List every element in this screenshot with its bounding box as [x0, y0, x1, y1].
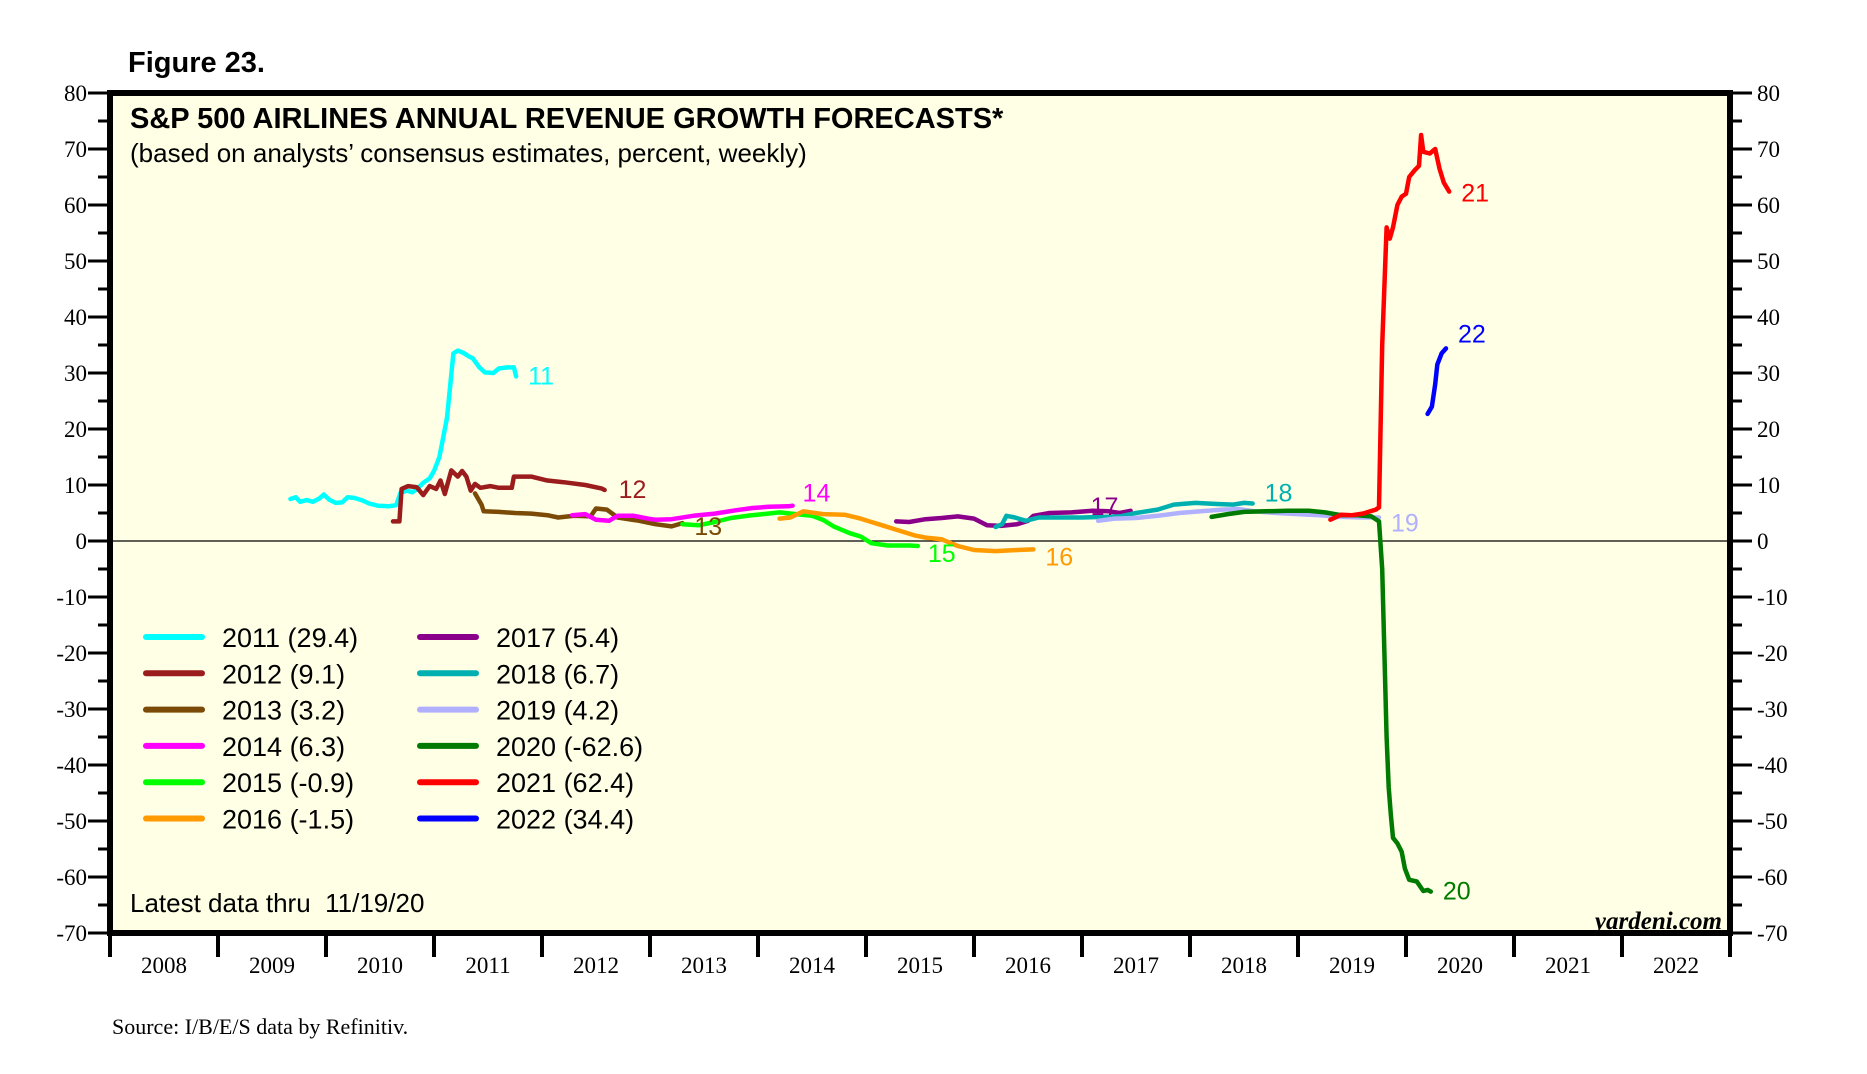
x-tick-label: 2012	[573, 953, 619, 978]
x-tick-label: 2019	[1329, 953, 1375, 978]
y-axis-right: 80 70 60 50 40 30 20 10 0 -10 -20 -30 -40 -50 -60 -70	[1730, 81, 1788, 946]
x-tick-label: 2018	[1221, 953, 1267, 978]
y-tick-label-left: 10	[64, 473, 87, 498]
x-axis: 2008 2009 2010 2011 2012 2013 2014 2015 2016 2017…	[108, 933, 1732, 978]
series-layer	[288, 132, 1452, 894]
y-tick-label-left: -60	[56, 865, 87, 890]
y-tick-label-right: 30	[1757, 361, 1780, 386]
y-tick-label-left: -10	[56, 585, 87, 610]
series-line-2021	[1328, 132, 1452, 522]
y-tick-label-right: 50	[1757, 249, 1780, 274]
series-line-2020	[1209, 508, 1434, 894]
y-tick-label-right: 60	[1757, 193, 1780, 218]
legend-label-2022: 2022 (34.4)	[496, 805, 634, 835]
chart-title: S&P 500 AIRLINES ANNUAL REVENUE GROWTH F…	[130, 103, 1004, 135]
series-line-2022	[1425, 346, 1449, 417]
y-tick-label-right: -10	[1757, 585, 1788, 610]
series-end-label-2012: 12	[619, 476, 647, 504]
y-tick-label-left: 50	[64, 249, 87, 274]
y-axis-left: 80 70 60 50 40 30 20 10 0 -10 -20 -30 -40 -50 -60 -70	[56, 81, 110, 946]
legend-label-2013: 2013 (3.2)	[222, 696, 345, 726]
series-end-label-2019: 19	[1391, 509, 1419, 537]
chart-subtitle: (based on analysts’ consensus estimates,…	[130, 138, 807, 168]
x-tick-label: 2011	[465, 953, 510, 978]
y-tick-label-right: -30	[1757, 697, 1788, 722]
x-tick-label: 2017	[1113, 953, 1159, 978]
figure-label: Figure 23.	[128, 47, 265, 79]
y-tick-label-left: -70	[56, 921, 87, 946]
y-tick-label-left: 20	[64, 417, 87, 442]
x-tick-label: 2016	[1005, 953, 1051, 978]
series-line-2014	[569, 503, 795, 524]
legend-label-2019: 2019 (4.2)	[496, 696, 619, 726]
y-tick-label-left: -30	[56, 697, 87, 722]
legend-label-2016: 2016 (-1.5)	[222, 805, 354, 835]
y-tick-label-left: 30	[64, 361, 87, 386]
series-line-2017	[893, 508, 1133, 529]
y-tick-label-right: 20	[1757, 417, 1780, 442]
y-tick-label-right: -40	[1757, 753, 1788, 778]
legend-label-2017: 2017 (5.4)	[496, 623, 619, 653]
y-tick-label-left: 70	[64, 137, 87, 162]
series-end-labels: 11 12 13 14 15 16 17 18 19 20 21 22	[528, 180, 1489, 906]
plot-frame	[107, 90, 1733, 936]
y-tick-label-left: 0	[76, 529, 88, 554]
x-tick-label: 2021	[1545, 953, 1591, 978]
legend-label-2018: 2018 (6.7)	[496, 659, 619, 689]
legend-label-2011: 2011 (29.4)	[222, 623, 358, 653]
legend-label-2012: 2012 (9.1)	[222, 659, 345, 689]
x-tick-label: 2014	[789, 953, 836, 978]
y-tick-label-right: -50	[1757, 809, 1788, 834]
series-end-label-2021: 21	[1461, 180, 1489, 208]
series-line-2018	[993, 500, 1255, 530]
series-end-label-2020: 20	[1443, 878, 1471, 906]
y-tick-label-left: 40	[64, 305, 87, 330]
y-tick-label-right: 10	[1757, 473, 1780, 498]
y-tick-label-left: -50	[56, 809, 87, 834]
y-tick-label-left: 80	[64, 81, 87, 106]
legend-label-2020: 2020 (-62.6)	[496, 732, 643, 762]
series-end-label-2011: 11	[528, 362, 554, 390]
x-tick-label: 2013	[681, 953, 727, 978]
source-note: Source: I/B/E/S data by Refinitiv.	[112, 1014, 408, 1039]
legend-label-2014: 2014 (6.3)	[222, 732, 345, 762]
series-line-2016	[777, 509, 1036, 554]
y-tick-label-left: -40	[56, 753, 87, 778]
series-end-label-2017: 17	[1091, 493, 1119, 521]
legend-label-2021: 2021 (62.4)	[496, 768, 634, 798]
legend-label-2015: 2015 (-0.9)	[222, 768, 354, 798]
brand-watermark: yardeni.com	[1592, 908, 1722, 935]
y-tick-label-left: 60	[64, 193, 87, 218]
series-line-2011	[288, 348, 519, 509]
series-line-2012	[390, 468, 607, 524]
series-end-label-2015: 15	[928, 540, 956, 568]
x-tick-label: 2010	[357, 953, 403, 978]
series-end-label-2022: 22	[1458, 320, 1486, 348]
x-tick-label: 2015	[897, 953, 943, 978]
series-end-label-2013: 13	[694, 513, 722, 541]
latest-data-note: Latest data thru 11/19/20	[130, 888, 424, 918]
legend: 2011 (29.4) 2012 (9.1) 2013 (3.2) 2014 (6.3…	[143, 623, 643, 835]
x-tick-label: 2008	[141, 953, 187, 978]
y-tick-label-right: -70	[1757, 921, 1788, 946]
series-end-label-2016: 16	[1045, 543, 1073, 571]
y-tick-label-right: -20	[1757, 641, 1788, 666]
y-tick-label-right: 80	[1757, 81, 1780, 106]
series-end-label-2018: 18	[1265, 479, 1293, 507]
series-line-2015	[680, 510, 921, 549]
y-tick-label-right: 40	[1757, 305, 1780, 330]
y-tick-label-right: 70	[1757, 137, 1780, 162]
y-tick-label-right: 0	[1757, 529, 1769, 554]
y-tick-label-left: -20	[56, 641, 87, 666]
x-tick-label: 2009	[249, 953, 295, 978]
x-tick-label: 2022	[1653, 953, 1699, 978]
x-tick-label: 2020	[1437, 953, 1483, 978]
plot-area	[110, 93, 1730, 933]
y-tick-label-right: -60	[1757, 865, 1788, 890]
series-end-label-2014: 14	[803, 480, 831, 508]
